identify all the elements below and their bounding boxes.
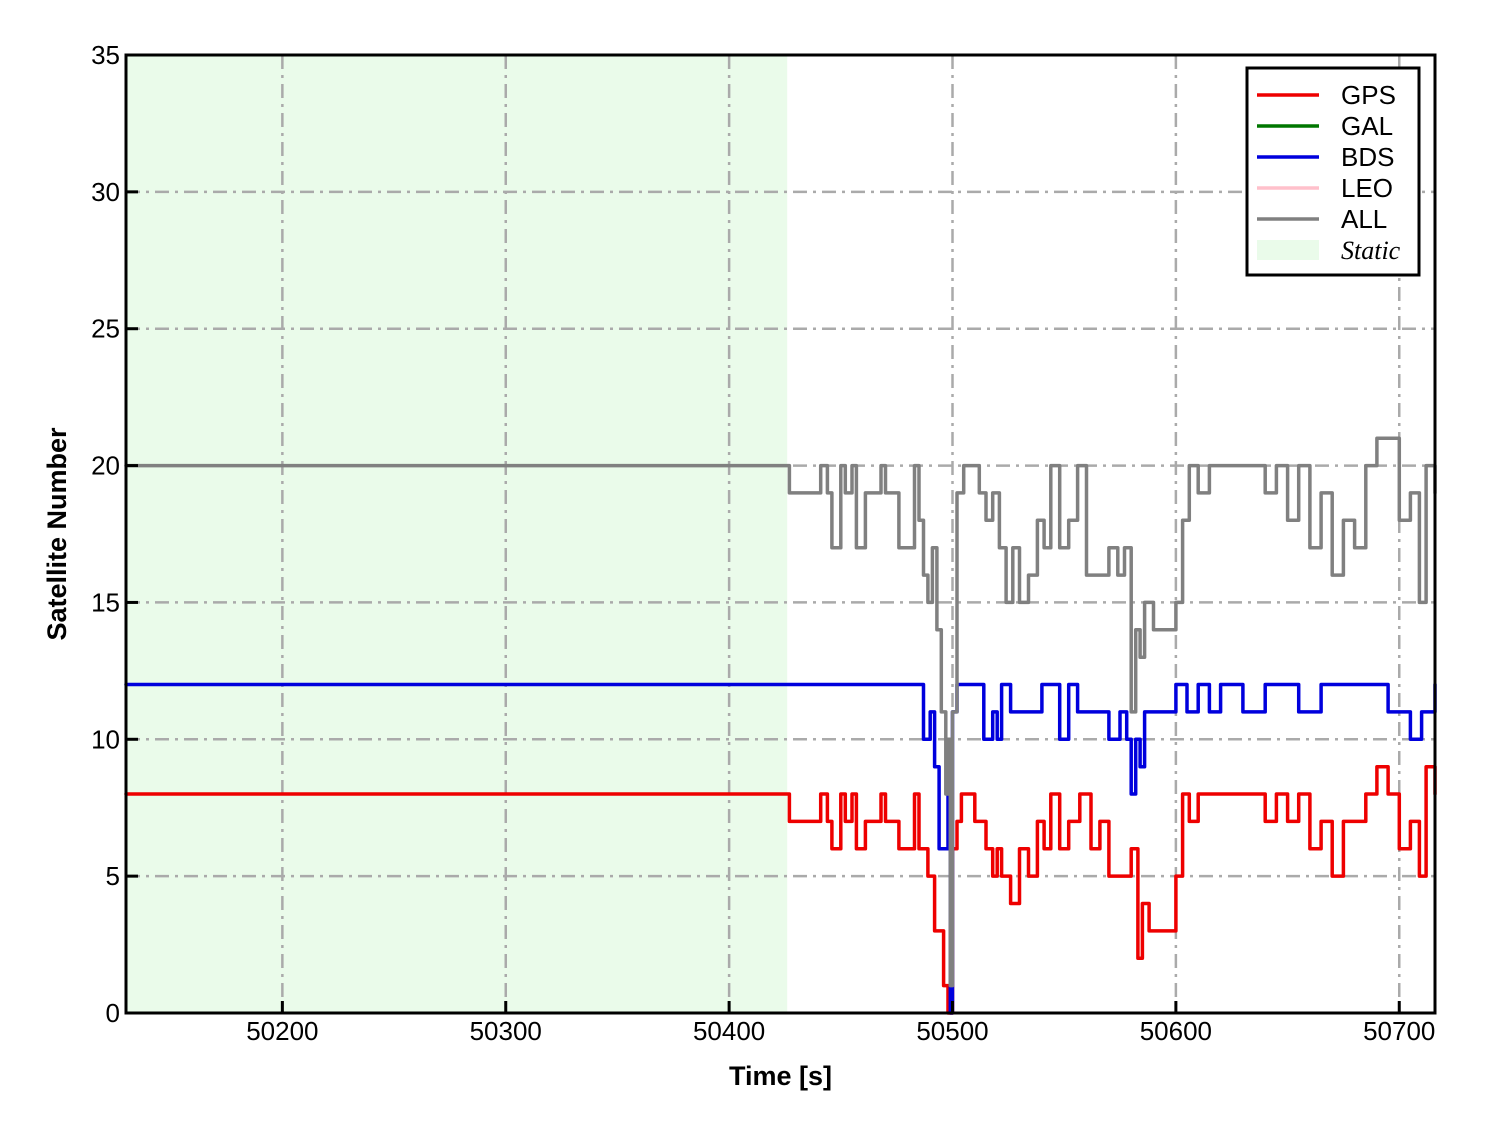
tick-layer: 50200 50300 50400 50500 50600 50700 0 5 10 15 20 25… xyxy=(91,40,1435,1046)
x-tick-label: 50200 xyxy=(246,1016,318,1046)
legend-label-gps: GPS xyxy=(1341,80,1396,110)
y-tick-label: 15 xyxy=(91,587,120,617)
x-tick-label: 50700 xyxy=(1363,1016,1435,1046)
legend-label-all: ALL xyxy=(1341,204,1387,234)
y-tick-label: 20 xyxy=(91,451,120,481)
legend-label-bds: BDS xyxy=(1341,142,1394,172)
x-axis-title: Time [s] xyxy=(729,1061,832,1091)
legend-label-leo: LEO xyxy=(1341,173,1393,203)
x-tick-label: 50300 xyxy=(470,1016,542,1046)
y-tick-label: 30 xyxy=(91,177,120,207)
y-axis-title: Satellite Number xyxy=(42,427,72,641)
plot-frame xyxy=(124,53,1437,1015)
y-tick-label: 25 xyxy=(91,314,120,344)
y-tick-label: 10 xyxy=(91,724,120,754)
legend-label-gal: GAL xyxy=(1341,111,1393,141)
static-region-layer xyxy=(126,55,788,1013)
series-line-all xyxy=(124,436,1437,988)
y-tick-label: 0 xyxy=(106,998,120,1028)
y-tick-label: 5 xyxy=(106,861,120,891)
y-tick-label: 35 xyxy=(91,40,120,70)
static-region xyxy=(126,55,788,1013)
x-tick-label: 50400 xyxy=(693,1016,765,1046)
x-tick-label: 50500 xyxy=(916,1016,988,1046)
legend-label-static: Static xyxy=(1341,236,1401,265)
legend-swatch-static xyxy=(1257,240,1319,260)
x-tick-label: 50600 xyxy=(1140,1016,1212,1046)
series-line-gps xyxy=(124,764,1437,1015)
